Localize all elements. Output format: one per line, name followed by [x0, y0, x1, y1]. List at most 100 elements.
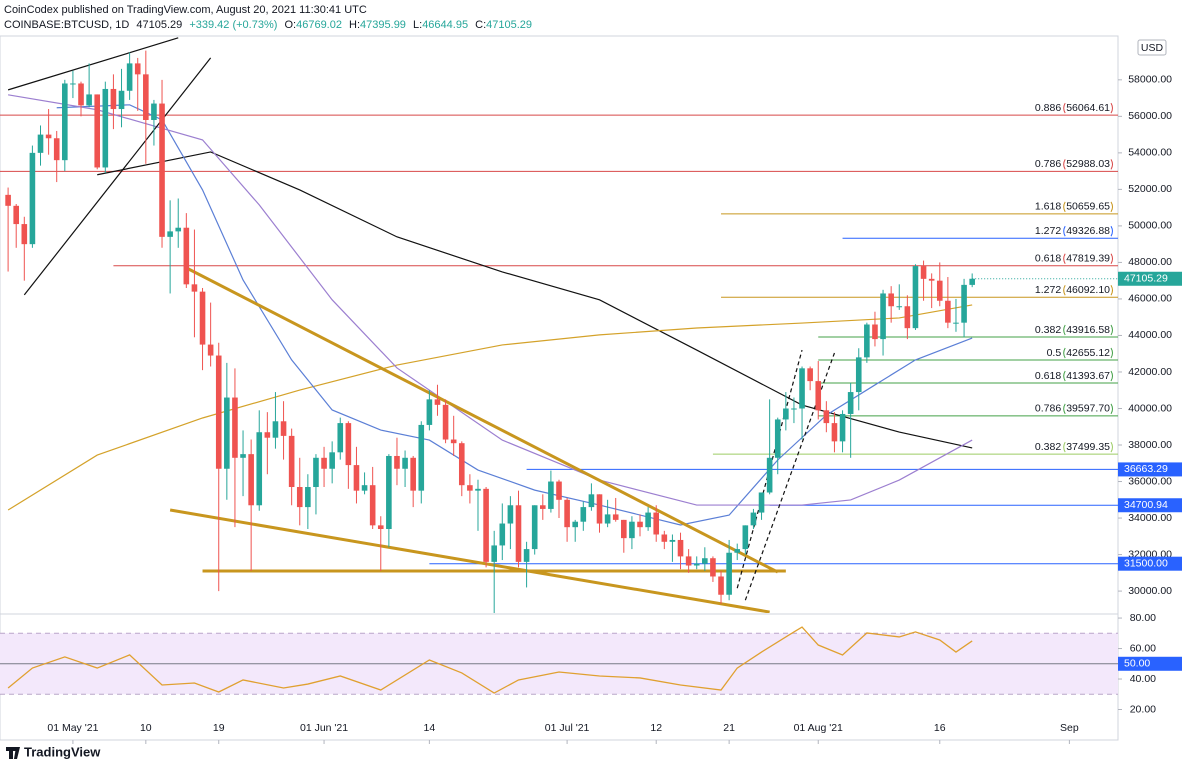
rsi-y-tick-label: 80.00 — [1130, 612, 1156, 624]
candle-body — [491, 545, 497, 562]
brand: TradingView — [24, 744, 101, 759]
candle-body — [718, 576, 724, 595]
currency-box[interactable] — [1137, 39, 1167, 56]
fib-label: 39597.70 0.786 — [1035, 403, 1113, 415]
rsi-y-tick-label: 40.00 — [1130, 673, 1156, 685]
paren — [1063, 201, 1066, 213]
currency[interactable]: USD — [1141, 42, 1164, 54]
candle-body — [134, 63, 141, 75]
candle-body — [240, 454, 246, 458]
candle-body — [434, 399, 441, 405]
fib-value: 37499.35 — [1066, 441, 1110, 453]
fib-label: 47819.39 0.618 — [1035, 252, 1113, 264]
candle-body — [369, 485, 376, 526]
paren — [1110, 253, 1113, 264]
fib-label: 49326.88 1.272 — [1035, 225, 1113, 237]
paren — [1063, 284, 1066, 296]
rsi-mid-tag-bg — [1118, 656, 1182, 671]
candle-body — [483, 488, 489, 562]
candle-body — [175, 227, 182, 232]
candle-body — [5, 194, 11, 206]
candle-body — [29, 152, 36, 245]
fib-ratio: 0.5 — [1047, 347, 1062, 359]
candle-body — [118, 90, 125, 110]
candle-body — [102, 88, 109, 168]
candle-body — [53, 138, 60, 161]
candle-body — [151, 103, 157, 120]
candle-body — [248, 454, 254, 506]
candle-body — [612, 514, 619, 520]
fib-label: 56064.61 0.886 — [1035, 102, 1113, 114]
fib-ratio: 1.272 — [1035, 225, 1061, 237]
fib-label: 43916.58 0.382 — [1035, 324, 1113, 336]
candle-body — [677, 539, 684, 557]
candle-body — [467, 485, 473, 491]
y-tick-label: 40000.00 — [1128, 402, 1172, 414]
candle-body — [70, 83, 76, 85]
open-value: 46769.02 — [296, 19, 342, 31]
candle-body — [305, 487, 311, 508]
axes: 30000.0032000.0034000.0036000.0038000.00… — [47, 74, 1182, 744]
candle-body — [815, 381, 822, 411]
paren — [1063, 347, 1066, 359]
candle-body — [531, 505, 538, 550]
paren — [1063, 159, 1066, 170]
fib-value: 49326.88 — [1066, 225, 1110, 237]
fib-ratio: 1.272 — [1035, 284, 1061, 296]
candle-body — [13, 205, 20, 225]
fib-ratio: 0.382 — [1035, 324, 1061, 336]
y-tick-label: 34000.00 — [1128, 512, 1172, 524]
paren — [1110, 370, 1113, 382]
fib-value: 41393.67 — [1066, 370, 1110, 382]
paren — [1110, 201, 1113, 213]
x-tick-label: 01 Aug '21 — [794, 722, 843, 734]
candle-body — [523, 549, 530, 562]
paren — [1110, 102, 1113, 114]
y-tick-label: 58000.00 — [1128, 74, 1172, 86]
candle-body — [296, 487, 303, 508]
x-tick-label: 19 — [213, 722, 225, 734]
last-price: 47105.29 — [136, 19, 182, 31]
candle-body — [774, 419, 781, 458]
x-tick-label: 10 — [140, 722, 152, 734]
high-label: H: — [349, 19, 360, 31]
paren — [1063, 102, 1066, 114]
candle-body — [839, 413, 846, 442]
candle-body — [386, 455, 392, 530]
candle-body — [799, 368, 805, 409]
paren — [1110, 403, 1113, 415]
paren — [1110, 441, 1113, 453]
candle-body — [807, 368, 813, 382]
candle-body — [621, 519, 627, 539]
paren — [1063, 370, 1066, 382]
candle-body — [953, 322, 959, 324]
last-price-tag: 47105.29 — [1124, 273, 1168, 285]
candle-body — [637, 521, 643, 528]
candle-body — [402, 457, 408, 469]
moving-average — [7, 304, 973, 511]
plot-frame — [0, 35, 1119, 741]
price-tag: 31500.00 — [1124, 557, 1168, 569]
candle-body — [329, 452, 335, 469]
candle-body — [418, 424, 425, 491]
candle-body — [159, 103, 165, 237]
close-label: C: — [475, 19, 486, 31]
candle-body — [86, 94, 92, 106]
candle-body — [539, 505, 546, 509]
price-tag-bg — [1118, 556, 1182, 571]
x-tick-label: 01 Jun '21 — [300, 722, 348, 734]
trendline — [23, 57, 212, 296]
symbol: COINBASE:BTCUSD, 1D — [4, 19, 129, 31]
candle-body — [507, 505, 514, 524]
candle-body — [207, 344, 214, 356]
open-label: O: — [284, 19, 296, 31]
candle-body — [78, 83, 84, 106]
paren — [1063, 253, 1066, 264]
low-value: 46644.95 — [422, 19, 468, 31]
candle-body — [458, 443, 465, 486]
x-tick-label: 01 Jul '21 — [545, 722, 590, 734]
candle-body — [750, 512, 757, 526]
x-tick-label: 16 — [934, 722, 946, 734]
